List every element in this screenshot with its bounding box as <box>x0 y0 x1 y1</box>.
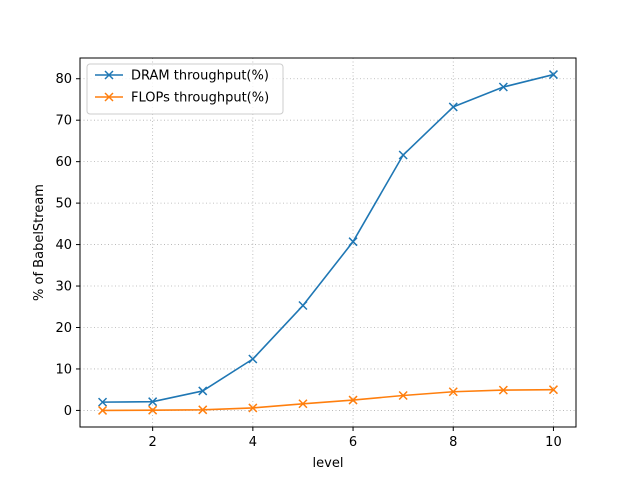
data-point-marker <box>148 405 158 415</box>
y-tick-label: 50 <box>55 197 72 212</box>
legend-item: DRAM throughput(%) <box>95 69 269 84</box>
legend-item: FLOPs throughput(%) <box>95 91 269 106</box>
data-point-marker <box>198 405 208 415</box>
legend-label: DRAM throughput(%) <box>131 69 269 84</box>
data-point-marker <box>348 395 358 405</box>
data-point-marker <box>98 397 108 407</box>
x-tick-label: 6 <box>349 435 357 450</box>
y-tick-label: 10 <box>55 362 72 377</box>
data-point-marker <box>198 386 208 396</box>
y-tick-label: 70 <box>55 114 72 129</box>
data-point-marker <box>348 237 358 247</box>
y-tick-label: 30 <box>55 280 72 295</box>
grid <box>80 58 576 427</box>
data-point-marker <box>548 385 558 395</box>
x-tick-label: 10 <box>545 435 562 450</box>
data-point-marker <box>248 403 258 413</box>
x-tick-label: 4 <box>249 435 257 450</box>
data-point-marker <box>98 405 108 415</box>
data-point-marker <box>448 387 458 397</box>
data-point-marker <box>398 150 408 160</box>
series-flops <box>98 385 558 415</box>
data-point-marker <box>248 354 258 364</box>
data-point-marker <box>548 70 558 80</box>
series-line <box>102 73 554 403</box>
legend-marker <box>104 70 114 80</box>
data-point-marker <box>448 102 458 112</box>
x-axis-label: level <box>313 456 344 471</box>
y-axis-label: % of BabelStream <box>32 184 47 301</box>
data-point-marker <box>298 399 308 409</box>
data-point-marker <box>398 390 408 401</box>
y-tick-label: 60 <box>55 155 72 170</box>
series-layer <box>98 70 558 415</box>
legend: DRAM throughput(%) FLOPs throughput(%) <box>86 63 284 115</box>
y-tick-label: 80 <box>55 72 72 87</box>
data-point-marker <box>498 82 508 92</box>
legend-marker <box>104 92 114 102</box>
series-line <box>102 388 554 412</box>
data-point-marker <box>148 397 158 407</box>
series-dram <box>98 70 558 407</box>
x-tick-label: 8 <box>449 435 457 450</box>
legend-label: FLOPs throughput(%) <box>131 91 269 106</box>
data-point-marker <box>298 300 308 311</box>
y-tick-label: 40 <box>55 238 72 253</box>
ticks: 2 4 6 8 10 0 10 20 30 40 50 60 70 80 <box>55 72 561 450</box>
axes-frame <box>79 57 577 428</box>
y-tick-label: 20 <box>55 321 72 336</box>
data-point-marker <box>498 385 508 395</box>
y-tick-label: 0 <box>64 404 72 419</box>
legend-box <box>86 63 284 115</box>
x-tick-label: 2 <box>149 435 157 450</box>
